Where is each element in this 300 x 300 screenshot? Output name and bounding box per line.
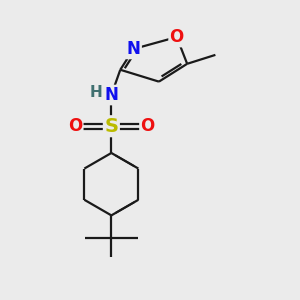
Text: H: H	[89, 85, 102, 100]
Text: O: O	[169, 28, 184, 46]
Text: N: N	[127, 40, 141, 58]
Text: O: O	[140, 117, 155, 135]
Text: N: N	[104, 86, 118, 104]
Text: S: S	[104, 117, 118, 136]
Text: O: O	[68, 117, 82, 135]
